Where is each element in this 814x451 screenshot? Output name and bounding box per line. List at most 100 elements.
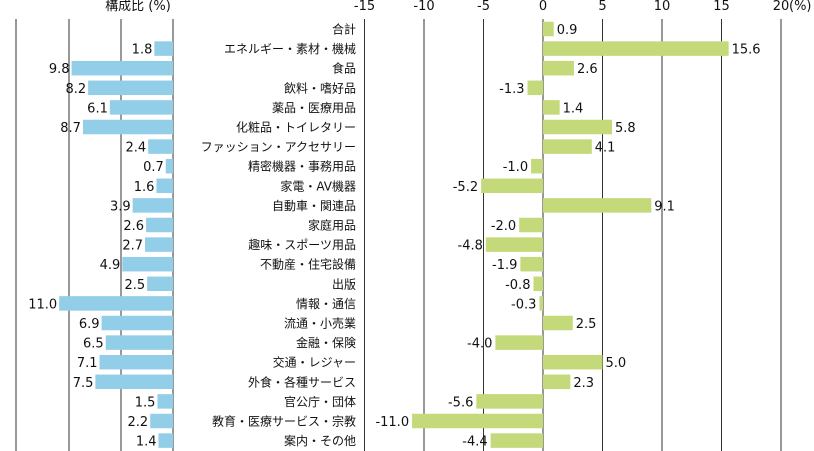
category-label: 化粧品・トイレタリー <box>236 121 356 135</box>
composition-bar <box>145 237 173 252</box>
category-label: 合計 <box>332 22 356 37</box>
change-bar <box>412 413 543 429</box>
change-value-label: -0.3 <box>511 297 536 312</box>
category-label: 官公庁・団体 <box>284 394 356 409</box>
category-label: 不動産・住宅設備 <box>260 257 356 272</box>
composition-value-label: 8.7 <box>60 121 81 136</box>
composition-bar <box>157 394 173 409</box>
composition-value-label: 1.5 <box>135 395 156 410</box>
composition-bar <box>105 335 173 350</box>
category-label: 金融・保険 <box>296 335 356 350</box>
change-bar <box>543 374 571 390</box>
composition-value-label: 2.6 <box>123 219 144 234</box>
composition-bar <box>150 413 173 429</box>
change-value-label: 5.0 <box>606 356 627 371</box>
category-label: ファッション・アクセサリー <box>201 140 356 154</box>
x-tick-label: -15 <box>354 0 375 14</box>
composition-chart-title: 構成比 (%) <box>105 0 171 14</box>
composition-value-label: 3.9 <box>110 199 131 214</box>
category-label: 外食・各種サービス <box>248 374 356 389</box>
composition-bar <box>71 60 173 76</box>
change-bar <box>543 41 729 56</box>
category-label: 交通・レジャー <box>273 355 356 370</box>
category-label: 教育・医療サービス・宗教 <box>212 414 356 429</box>
x-tick-labels: -15 -10 -5 0 5 10 15 20 <box>354 0 789 14</box>
composition-bar <box>82 119 173 135</box>
x-tick-label: 20 <box>773 0 790 14</box>
composition-value-labels: 1.8 9.8 8.26.1 8.7 2.4 0.7 1.63.9 2.6 2.74.92.5 1… <box>28 43 164 450</box>
change-bar <box>543 100 560 115</box>
change-value-labels: 0.9 15.6 2.6 -1.3 1.4 5.8 4.1 -1.0 -5.2 9.1 -2.0 -4… <box>375 23 760 450</box>
composition-bar <box>95 374 173 390</box>
composition-value-label: 1.8 <box>132 43 153 58</box>
change-value-label: -5.6 <box>448 395 473 410</box>
category-labels: 合計エネルギー・素材・機械食品飲料・嗜好品薬品・医療用品化粧品・トイレタリーファ… <box>201 22 356 449</box>
category-label: 趣味・スポーツ用品 <box>248 237 356 252</box>
x-tick-label: -5 <box>477 0 490 14</box>
composition-value-label: 0.7 <box>143 160 164 175</box>
composition-bar <box>99 354 173 370</box>
composition-bar <box>59 296 173 311</box>
change-value-label: -5.2 <box>453 180 478 195</box>
composition-bar <box>88 80 173 96</box>
change-bar <box>531 158 543 174</box>
composition-bar <box>132 198 173 213</box>
change-bar <box>476 394 543 409</box>
composition-value-label: 6.5 <box>83 337 104 352</box>
change-value-label: 9.1 <box>654 199 675 214</box>
change-value-label: -1.3 <box>499 82 524 97</box>
change-bar <box>543 315 573 331</box>
change-value-label: 2.6 <box>577 62 598 77</box>
change-bar <box>527 80 543 96</box>
composition-bar <box>156 178 173 194</box>
change-value-label: 0.9 <box>557 23 578 38</box>
composition-value-label: 1.4 <box>136 435 157 450</box>
category-label: 家庭用品 <box>308 218 356 233</box>
composition-bar <box>147 276 173 292</box>
composition-bar <box>148 139 173 154</box>
composition-value-label: 7.5 <box>73 376 94 391</box>
change-bar <box>539 296 543 311</box>
change-bars <box>412 21 729 448</box>
composition-value-label: 2.7 <box>122 239 143 254</box>
change-bar <box>543 354 603 370</box>
category-label: エネルギー・素材・機械 <box>224 41 356 56</box>
composition-value-label: 2.5 <box>124 278 145 293</box>
composition-value-label: 2.4 <box>125 141 146 156</box>
category-label: 情報・通信 <box>296 297 356 311</box>
x-tick-label: 5 <box>598 0 606 14</box>
change-bar <box>495 335 543 350</box>
composition-bars <box>59 41 173 448</box>
change-bar <box>543 60 574 76</box>
category-label: 自動車・関連品 <box>272 199 356 213</box>
composition-value-label: 8.2 <box>65 82 86 97</box>
change-bar <box>481 178 543 194</box>
change-value-label: 15.6 <box>732 43 761 58</box>
category-label: 薬品・医療用品 <box>272 101 356 115</box>
composition-value-label: 2.2 <box>128 415 149 430</box>
composition-value-label: 7.1 <box>77 356 98 371</box>
change-value-label: 2.3 <box>573 376 594 391</box>
change-bar <box>533 276 543 292</box>
change-value-label: -4.8 <box>458 239 483 254</box>
composition-bar <box>146 217 173 233</box>
category-label: 出版 <box>332 277 356 291</box>
x-tick-label: 10 <box>654 0 671 14</box>
change-bar <box>490 433 543 448</box>
category-label: 家電・AV機器 <box>280 178 356 193</box>
change-value-label: -1.9 <box>492 258 517 273</box>
x-tick-label: 0 <box>539 0 547 14</box>
composition-bar <box>122 256 173 272</box>
composition-value-label: 1.6 <box>134 180 155 195</box>
change-value-label: -1.0 <box>503 160 528 175</box>
change-value-label: 5.8 <box>615 121 636 136</box>
composition-bar <box>101 315 173 331</box>
x-tick-label: 15 <box>713 0 730 14</box>
composition-bar <box>158 433 173 448</box>
category-label: 案内・その他 <box>284 433 356 448</box>
composition-bar <box>109 100 173 115</box>
change-axis-unit-label: (%) <box>789 0 812 14</box>
change-value-label: -2.0 <box>491 219 516 234</box>
category-label: 精密機器・事務用品 <box>248 159 356 174</box>
